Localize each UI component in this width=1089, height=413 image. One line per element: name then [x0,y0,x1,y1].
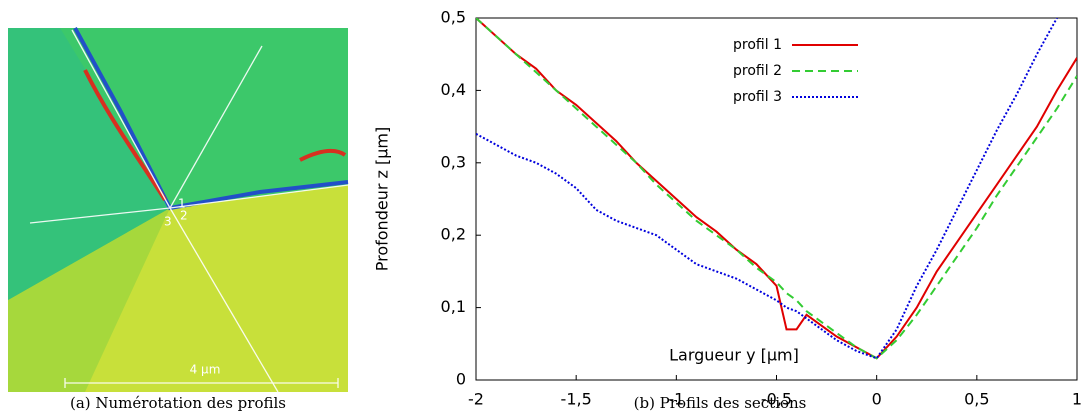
series-line [476,18,1077,360]
x-tick-label: -2 [468,390,484,409]
y-tick-label: 0,3 [441,152,466,171]
profile-label: 1 [178,197,186,211]
y-tick-label: 0,4 [441,80,466,99]
legend-label: profil 2 [733,63,782,79]
caption: (b) Profils des sections [634,394,807,412]
x-tick-label: 0 [872,390,882,409]
y-tick-label: 0,5 [441,8,466,27]
scale-bar-label: 4 µm [190,363,221,377]
series-line [476,18,1077,360]
legend-label: profil 1 [733,37,782,53]
surface-image: 1 2 3 4 µm [8,27,349,393]
caption: (a) Numérotation des profils [70,394,286,412]
legend-label: profil 3 [733,89,782,105]
x-tick-label: -1,5 [561,390,592,409]
x-tick-label: -1 [668,390,684,409]
y-axis-label: Profondeur z [µm] [373,127,392,271]
x-tick-label: 1 [1072,390,1082,409]
x-tick-label: 0,5 [964,390,989,409]
profile-label: 3 [164,215,172,229]
x-tick-label: -0,5 [761,390,792,409]
y-tick-label: 0,2 [441,225,466,244]
profile-label: 2 [180,209,188,223]
x-axis-label: Largueur y [µm] [669,346,799,365]
y-tick-label: 0 [456,370,466,389]
y-tick-label: 0,1 [441,297,466,316]
series-line [476,18,1058,360]
